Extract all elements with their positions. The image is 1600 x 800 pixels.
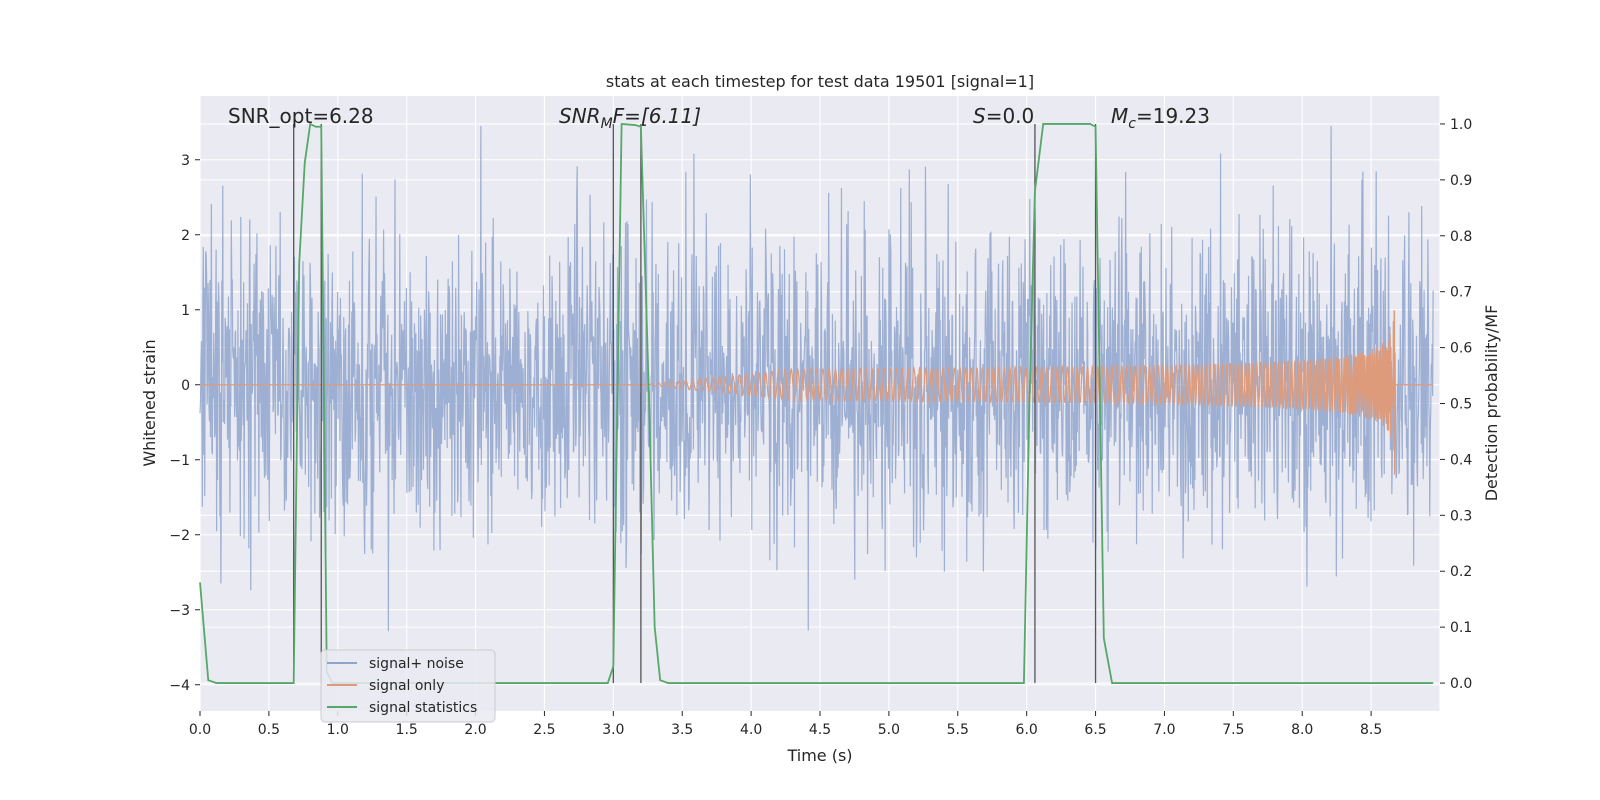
chart-title: stats at each timestep for test data 195… (606, 72, 1034, 91)
x-tick-label: 3.5 (671, 722, 693, 738)
legend-label-signal-noise: signal+ noise (369, 656, 464, 672)
y-right-tick-label: 0.9 (1450, 173, 1472, 189)
y-left-tick-label: −3 (169, 603, 190, 619)
x-tick-label: 2.5 (533, 722, 555, 738)
y-right-tick-label: 0.4 (1450, 452, 1472, 468)
snr-mf-annotation: SNRMF=[6.11] (559, 104, 701, 132)
y-left-tick-label: 2 (181, 228, 190, 244)
x-axis-ticks: 0.0 0.5 1.0 1.5 2.0 2.5 3.0 3.5 4.0 4.5 5.0 5.5 6.0 6… (189, 711, 1382, 738)
y-left-axis-ticks: 3 2 1 0 −1 −2 −3 −4 (169, 153, 200, 694)
x-tick-label: 5.5 (947, 722, 969, 738)
signal-noise-series (199, 125, 1434, 632)
x-tick-label: 6.5 (1084, 722, 1106, 738)
vertical-lines (293, 123, 1097, 684)
signal-noise-line (199, 125, 1434, 632)
legend-label-signal-only: signal only (369, 678, 444, 694)
x-tick-label: 0.0 (189, 722, 211, 738)
y-right-tick-label: 0.5 (1450, 397, 1472, 413)
y-right-tick-label: 0.2 (1450, 564, 1472, 580)
y-left-tick-label: −4 (169, 678, 190, 694)
y-right-axis-label: Detection probability/MF (1482, 305, 1501, 502)
signal-statistics-series (199, 122, 1434, 684)
x-tick-label: 7.5 (1222, 722, 1244, 738)
x-axis-label: Time (s) (786, 746, 852, 765)
y-right-tick-label: 0.8 (1450, 229, 1472, 245)
x-tick-label: 6.0 (1016, 722, 1038, 738)
x-tick-label: 4.0 (740, 722, 762, 738)
x-tick-label: 1.5 (396, 722, 418, 738)
signal-only-series (200, 310, 1434, 475)
legend-box (320, 649, 496, 723)
y-right-tick-label: 1.0 (1450, 117, 1472, 133)
x-tick-label: 8.0 (1291, 722, 1313, 738)
y-right-tick-label: 0.7 (1450, 285, 1472, 301)
legend: signal+ noise signal only signal statist… (320, 649, 496, 723)
y-left-tick-label: 0 (181, 378, 190, 394)
y-right-tick-label: 0.1 (1450, 620, 1472, 636)
y-right-axis-ticks: 1.0 0.9 0.8 0.7 0.6 0.5 0.4 0.3 0.2 0.1 0.0 (1440, 117, 1472, 692)
y-right-tick-label: 0.0 (1450, 676, 1472, 692)
x-tick-label: 4.5 (809, 722, 831, 738)
x-tick-label: 1.0 (327, 722, 349, 738)
y-left-axis-label: Whitened strain (140, 339, 159, 466)
y-right-tick-label: 0.3 (1450, 508, 1472, 524)
x-tick-label: 3.0 (602, 722, 624, 738)
x-tick-label: 8.5 (1360, 722, 1382, 738)
x-tick-label: 0.5 (258, 722, 280, 738)
y-left-tick-label: −2 (169, 528, 190, 544)
x-tick-label: 7.0 (1153, 722, 1175, 738)
legend-label-signal-statistics: signal statistics (369, 700, 477, 716)
mc-annotation: Mc=19.23 (1111, 104, 1210, 132)
y-left-tick-label: 1 (181, 303, 190, 319)
snr-opt-annotation: SNR_opt=6.28 (228, 104, 374, 128)
y-left-tick-label: −1 (169, 453, 190, 469)
x-tick-label: 5.0 (878, 722, 900, 738)
s-annotation: S=0.0 (973, 104, 1034, 128)
y-right-tick-label: 0.6 (1450, 341, 1472, 357)
y-left-tick-label: 3 (181, 153, 190, 169)
signal-only-line (200, 310, 1434, 475)
signal-statistics-line (199, 122, 1434, 684)
x-tick-label: 2.0 (464, 722, 486, 738)
